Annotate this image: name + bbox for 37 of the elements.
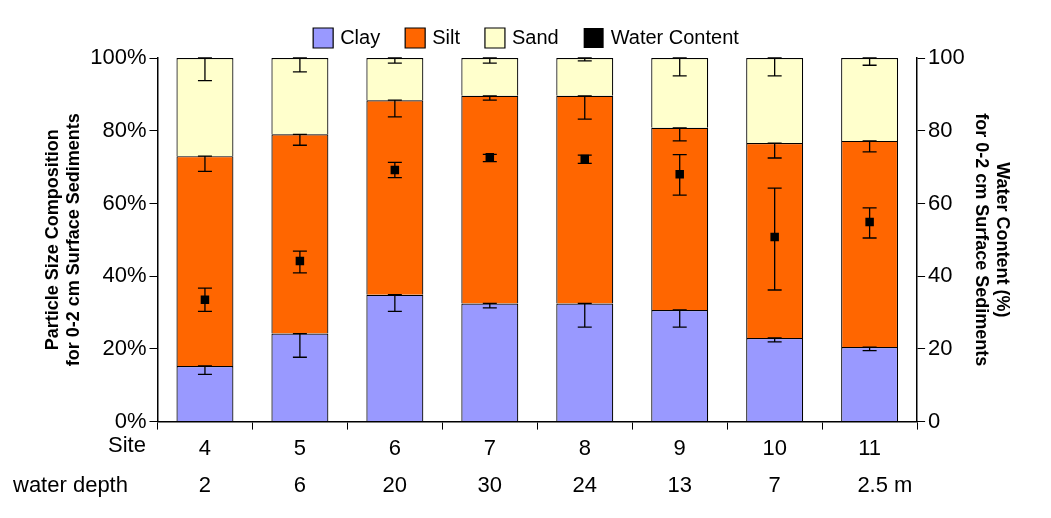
point bbox=[675, 170, 684, 179]
text: 2.5 m bbox=[857, 472, 913, 498]
text: 24 bbox=[572, 472, 598, 498]
x-tick-label: 5 bbox=[293, 434, 307, 460]
text: 20 bbox=[382, 472, 408, 498]
legend-label: Clay bbox=[340, 25, 381, 48]
x-tick-label: 6 bbox=[388, 434, 401, 460]
y2-tick-label: 80 bbox=[928, 116, 953, 142]
legend-label: Silt bbox=[432, 25, 461, 48]
y2-axis-title: Water Content (%) for 0-2 cm Surface Sediments bbox=[971, 113, 1014, 367]
text: 13 bbox=[667, 472, 692, 498]
y-tick-label: 100% bbox=[90, 44, 147, 70]
y-axis-title: Particle Size Composition for 0-2 cm Surface Sediments bbox=[41, 113, 84, 367]
x-tick-label: 8 bbox=[578, 434, 591, 460]
legend-label: Water Content bbox=[610, 25, 740, 48]
legend-label: Sand bbox=[511, 25, 559, 48]
text: 6 bbox=[293, 472, 307, 498]
y2-tick-label: 40 bbox=[928, 262, 953, 288]
y-tick-label: 0% bbox=[114, 407, 147, 433]
y2-tick-label: 0 bbox=[928, 407, 941, 433]
text: 7 bbox=[768, 472, 781, 498]
y2-tick-label: 20 bbox=[928, 334, 953, 360]
y2-tick-label: 100 bbox=[928, 44, 965, 70]
y2-tick-label: 60 bbox=[928, 189, 953, 215]
x-tick-label: 4 bbox=[198, 434, 212, 460]
y-tick-label: 40% bbox=[102, 262, 147, 288]
y-tick-label: 80% bbox=[102, 116, 147, 142]
x-tick-label: 10 bbox=[762, 434, 787, 460]
x-tick-label: 11 bbox=[858, 434, 882, 460]
x-tick-label: 9 bbox=[673, 434, 686, 460]
x-axis-title: Site bbox=[108, 432, 146, 458]
y-tick-label: 20% bbox=[102, 334, 147, 360]
text: 2 bbox=[198, 472, 212, 498]
x-tick-label: 7 bbox=[483, 434, 496, 460]
y-tick-label: 60% bbox=[102, 189, 147, 215]
text: water depth bbox=[12, 472, 128, 498]
text: 30 bbox=[477, 472, 503, 498]
